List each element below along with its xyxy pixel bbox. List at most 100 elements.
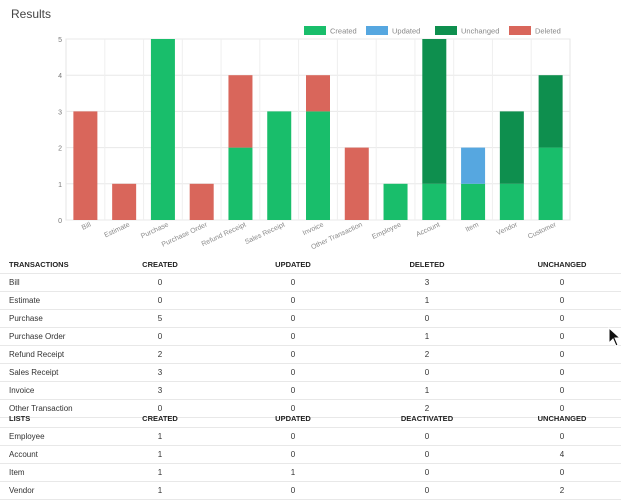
bar-created-item	[461, 183, 486, 220]
created-cell: 0	[157, 404, 163, 413]
unchanged-cell: 0	[559, 332, 565, 341]
x-tick-label: Account	[415, 221, 441, 238]
lists-table: LISTS CREATED UPDATED DEACTIVATED UNCHAN…	[0, 410, 621, 500]
updated-cell: 0	[290, 404, 296, 413]
unchanged-cell: 0	[559, 314, 565, 323]
deleted-cell: 1	[424, 386, 430, 395]
name-cell: Item	[9, 468, 25, 477]
page-title: Results	[11, 7, 52, 21]
x-tick-label: Estimate	[103, 221, 131, 239]
created-cell: 1	[157, 486, 163, 495]
header-updated: UPDATED	[275, 260, 311, 269]
transaction-row: Sales Receipt 3 0 0 0	[0, 364, 621, 382]
x-tick-label: Invoice	[302, 221, 325, 237]
transactions-header-row: TRANSACTIONS CREATED UPDATED DELETED UNC…	[0, 256, 621, 274]
legend-swatch-updated	[366, 26, 388, 35]
updated-cell: 0	[290, 314, 296, 323]
header-deactivated: DEACTIVATED	[400, 414, 454, 423]
unchanged-cell: 0	[559, 296, 565, 305]
updated-cell: 0	[290, 296, 296, 305]
lists-header-row: LISTS CREATED UPDATED DEACTIVATED UNCHAN…	[0, 410, 621, 428]
bar-unchanged-account	[422, 39, 447, 184]
x-tick-label: Vendor	[496, 221, 520, 237]
created-cell: 1	[157, 432, 163, 441]
updated-cell: 0	[290, 450, 296, 459]
updated-cell: 0	[290, 486, 296, 495]
bar-created-account	[422, 183, 447, 220]
unchanged-cell: 0	[559, 404, 565, 413]
updated-cell: 0	[290, 386, 296, 395]
transaction-row: Invoice 3 0 1 0	[0, 382, 621, 400]
list-row: Item 1 1 0 0	[0, 464, 621, 482]
updated-cell: 0	[290, 432, 296, 441]
header-updated: UPDATED	[275, 414, 311, 423]
legend-label-created: Created	[330, 27, 357, 36]
transactions-table: TRANSACTIONS CREATED UPDATED DELETED UNC…	[0, 256, 621, 418]
name-cell: Estimate	[9, 296, 41, 305]
bar-created-sales-receipt	[267, 111, 292, 220]
name-cell: Sales Receipt	[9, 368, 59, 377]
y-tick-label: 0	[58, 218, 62, 225]
bar-created-refund-receipt	[228, 147, 253, 220]
y-tick-label: 4	[58, 73, 62, 80]
transaction-row: Purchase Order 0 0 1 0	[0, 328, 621, 346]
list-row: Account 1 0 0 4	[0, 446, 621, 464]
bar-created-vendor	[499, 183, 524, 220]
legend-swatch-unchanged	[435, 26, 457, 35]
list-row: Employee 1 0 0 0	[0, 428, 621, 446]
deactivated-cell: 0	[424, 486, 430, 495]
created-cell: 1	[157, 450, 163, 459]
created-cell: 2	[157, 350, 163, 359]
unchanged-cell: 2	[559, 486, 565, 495]
created-cell: 0	[157, 332, 163, 341]
header-created: CREATED	[142, 414, 178, 423]
unchanged-cell: 0	[559, 468, 565, 477]
name-cell: Purchase Order	[9, 332, 66, 341]
legend-swatch-created	[304, 26, 326, 35]
name-cell: Invoice	[9, 386, 35, 395]
transaction-row: Refund Receipt 2 0 2 0	[0, 346, 621, 364]
y-tick-label: 1	[58, 182, 62, 189]
updated-cell: 0	[290, 368, 296, 377]
transaction-row: Purchase 5 0 0 0	[0, 310, 621, 328]
bar-created-customer	[538, 147, 563, 220]
deleted-cell: 2	[424, 404, 430, 413]
legend-label-updated: Updated	[392, 27, 420, 36]
unchanged-cell: 0	[559, 368, 565, 377]
header-created: CREATED	[142, 260, 178, 269]
transaction-row: Other Transaction 0 0 2 0	[0, 400, 621, 418]
y-tick-label: 2	[58, 146, 62, 153]
deactivated-cell: 0	[424, 432, 430, 441]
updated-cell: 0	[290, 332, 296, 341]
x-tick-label: Purchase	[140, 221, 170, 240]
deleted-cell: 2	[424, 350, 430, 359]
list-row: Vendor 1 0 0 2	[0, 482, 621, 500]
deleted-cell: 0	[424, 314, 430, 323]
bar-deleted-estimate	[112, 183, 137, 220]
bar-deleted-refund-receipt	[228, 75, 253, 148]
name-cell: Account	[9, 450, 38, 459]
bar-unchanged-customer	[538, 75, 563, 148]
bar-deleted-purchase-order	[189, 183, 214, 220]
created-cell: 1	[157, 468, 163, 477]
transaction-row: Bill 0 0 3 0	[0, 274, 621, 292]
created-cell: 5	[157, 314, 163, 323]
created-cell: 3	[157, 386, 163, 395]
x-tick-label: Bill	[81, 221, 93, 231]
deleted-cell: 3	[424, 278, 430, 287]
bar-deleted-bill	[73, 111, 98, 220]
name-cell: Employee	[9, 432, 45, 441]
bar-unchanged-vendor	[499, 111, 524, 184]
header-unchanged: UNCHANGED	[537, 260, 587, 269]
name-cell: Purchase	[9, 314, 43, 323]
header-lists: LISTS	[9, 414, 31, 423]
name-cell: Refund Receipt	[9, 350, 65, 359]
unchanged-cell: 0	[559, 432, 565, 441]
x-tick-label: Customer	[527, 221, 558, 240]
unchanged-cell: 0	[559, 278, 565, 287]
bar-deleted-other-transaction	[344, 147, 369, 220]
x-tick-label: Sales Receipt	[244, 221, 286, 246]
legend-label-unchanged: Unchanged	[461, 27, 499, 36]
deleted-cell: 0	[424, 368, 430, 377]
